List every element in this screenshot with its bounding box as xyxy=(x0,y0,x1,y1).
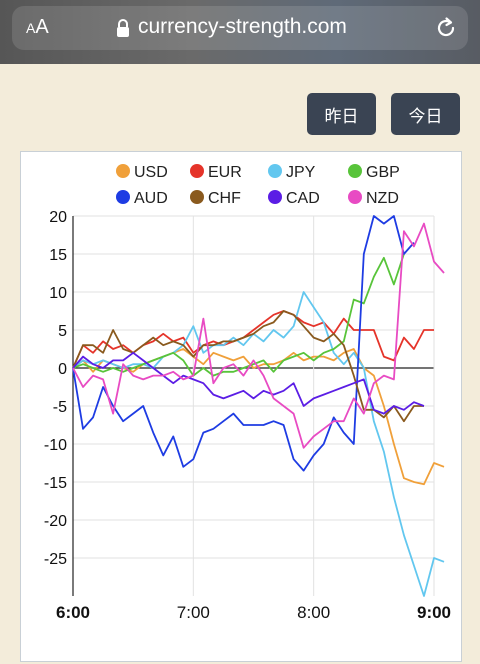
today-button[interactable]: 今日 xyxy=(391,93,460,135)
series-line-nzd xyxy=(72,222,445,449)
legend-label-eur: EUR xyxy=(208,164,242,181)
y-tick-label: 20 xyxy=(49,209,67,226)
series-line-jpy xyxy=(72,291,445,597)
browser-toolbar: AA currency-strength.com xyxy=(0,0,480,64)
series-line-cad xyxy=(72,351,425,415)
legend-label-nzd: NZD xyxy=(366,190,399,207)
legend-marker-gbp xyxy=(348,164,362,178)
legend-marker-aud xyxy=(116,190,130,204)
x-tick-label: 6:00 xyxy=(56,603,90,622)
url-text[interactable]: currency-strength.com xyxy=(138,15,347,38)
x-tick-label: 7:00 xyxy=(177,603,210,622)
x-tick-label: 9:00 xyxy=(417,603,451,622)
yesterday-button[interactable]: 昨日 xyxy=(307,93,376,135)
y-tick-label: -25 xyxy=(44,551,67,568)
legend-label-chf: CHF xyxy=(208,190,241,207)
series-line-usd xyxy=(72,348,445,486)
text-size-button[interactable]: AA xyxy=(26,16,49,38)
lock-icon xyxy=(117,19,129,37)
legend-label-cad: CAD xyxy=(286,190,320,207)
legend-marker-eur xyxy=(190,164,204,178)
address-bar[interactable] xyxy=(12,6,468,50)
legend-label-aud: AUD xyxy=(134,190,168,207)
y-tick-label: 0 xyxy=(58,361,67,378)
legend-marker-cad xyxy=(268,190,282,204)
series-line-aud xyxy=(72,215,415,472)
series-line-gbp xyxy=(72,253,405,377)
legend-marker-usd xyxy=(116,164,130,178)
y-tick-label: -10 xyxy=(44,437,67,454)
legend-marker-jpy xyxy=(268,164,282,178)
series-line-eur xyxy=(72,310,434,369)
chart-card: 20 15 10 5 0 -5 -10 -15 -20 -25 6:00 7:00 8:00 9:00 US… xyxy=(20,151,462,662)
legend-label-usd: USD xyxy=(134,164,168,181)
reload-icon[interactable] xyxy=(434,16,458,40)
legend-label-jpy: JPY xyxy=(286,164,316,181)
x-tick-label: 8:00 xyxy=(297,603,330,622)
y-tick-label: 5 xyxy=(58,323,67,340)
legend-marker-nzd xyxy=(348,190,362,204)
y-tick-label: 15 xyxy=(49,247,67,264)
y-tick-label: -20 xyxy=(44,513,67,530)
currency-strength-chart: 20 15 10 5 0 -5 -10 -15 -20 -25 6:00 7:00 8:00 9:00 US… xyxy=(44,164,451,622)
y-tick-label: -15 xyxy=(44,475,67,492)
y-tick-label: 10 xyxy=(49,285,67,302)
legend-label-gbp: GBP xyxy=(366,164,400,181)
y-tick-label: -5 xyxy=(53,399,67,416)
legend-marker-chf xyxy=(190,190,204,204)
